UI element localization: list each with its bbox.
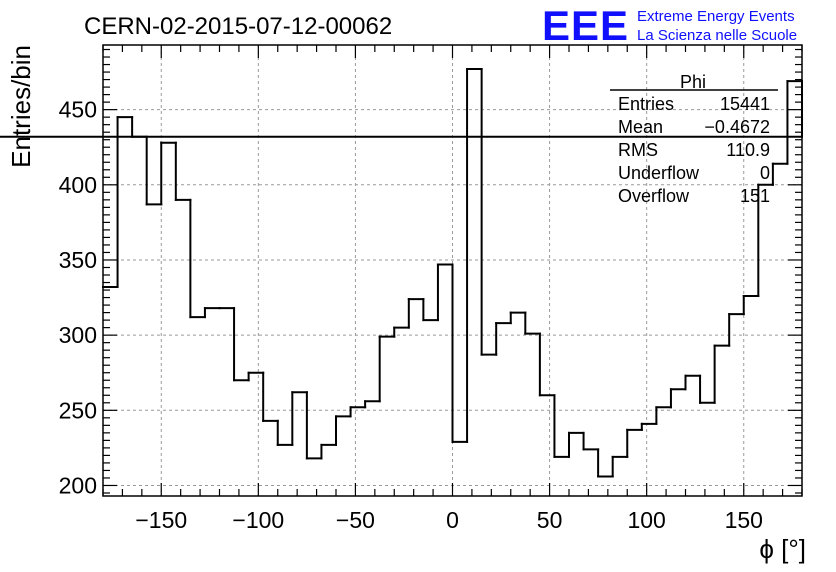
stats-value-mean: −0.4672 bbox=[704, 117, 770, 137]
histogram-series bbox=[0, 68, 803, 478]
stats-value-rms: 110.9 bbox=[726, 140, 770, 160]
stats-label-rms: RMS bbox=[618, 140, 658, 160]
x-tick-label: 150 bbox=[725, 507, 763, 533]
stats-box: Phi Entries 15441 Mean −0.4672 RMS 110.9… bbox=[610, 72, 778, 206]
y-tick-label: 200 bbox=[59, 472, 97, 498]
y-tick-label: 450 bbox=[59, 97, 97, 123]
logo-line-1: Extreme Energy Events bbox=[637, 8, 795, 25]
tick-labels: −150 −100 −50 0 50 100 150 200 250 300 350 400 450 bbox=[59, 97, 763, 533]
x-tick-label: −50 bbox=[336, 507, 375, 533]
y-axis-label: Entries/bin bbox=[6, 45, 36, 168]
stats-value-entries: 15441 bbox=[720, 94, 770, 114]
stats-label-underflow: Underflow bbox=[618, 163, 700, 183]
stats-value-overflow: 151 bbox=[740, 186, 770, 206]
x-tick-label: 100 bbox=[627, 507, 665, 533]
axis-ticks bbox=[102, 45, 803, 496]
logo-mark: EEE bbox=[542, 2, 629, 49]
x-axis-label: ϕ [°] bbox=[759, 534, 806, 564]
y-tick-label: 250 bbox=[59, 397, 97, 423]
stats-label-entries: Entries bbox=[618, 94, 674, 114]
chart-title: CERN-02-2015-07-12-00062 bbox=[84, 13, 392, 40]
x-tick-label: 0 bbox=[446, 507, 459, 533]
stats-label-mean: Mean bbox=[618, 117, 663, 137]
y-tick-label: 400 bbox=[59, 172, 97, 198]
stats-value-underflow: 0 bbox=[760, 163, 770, 183]
x-tick-label: 50 bbox=[537, 507, 563, 533]
stats-title: Phi bbox=[680, 72, 706, 92]
x-tick-label: −100 bbox=[232, 507, 284, 533]
y-tick-label: 350 bbox=[59, 247, 97, 273]
logo-line-2: La Scienza nelle Scuole bbox=[637, 27, 797, 44]
x-tick-label: −150 bbox=[135, 507, 187, 533]
stats-label-overflow: Overflow bbox=[618, 186, 690, 206]
y-tick-label: 300 bbox=[59, 322, 97, 348]
